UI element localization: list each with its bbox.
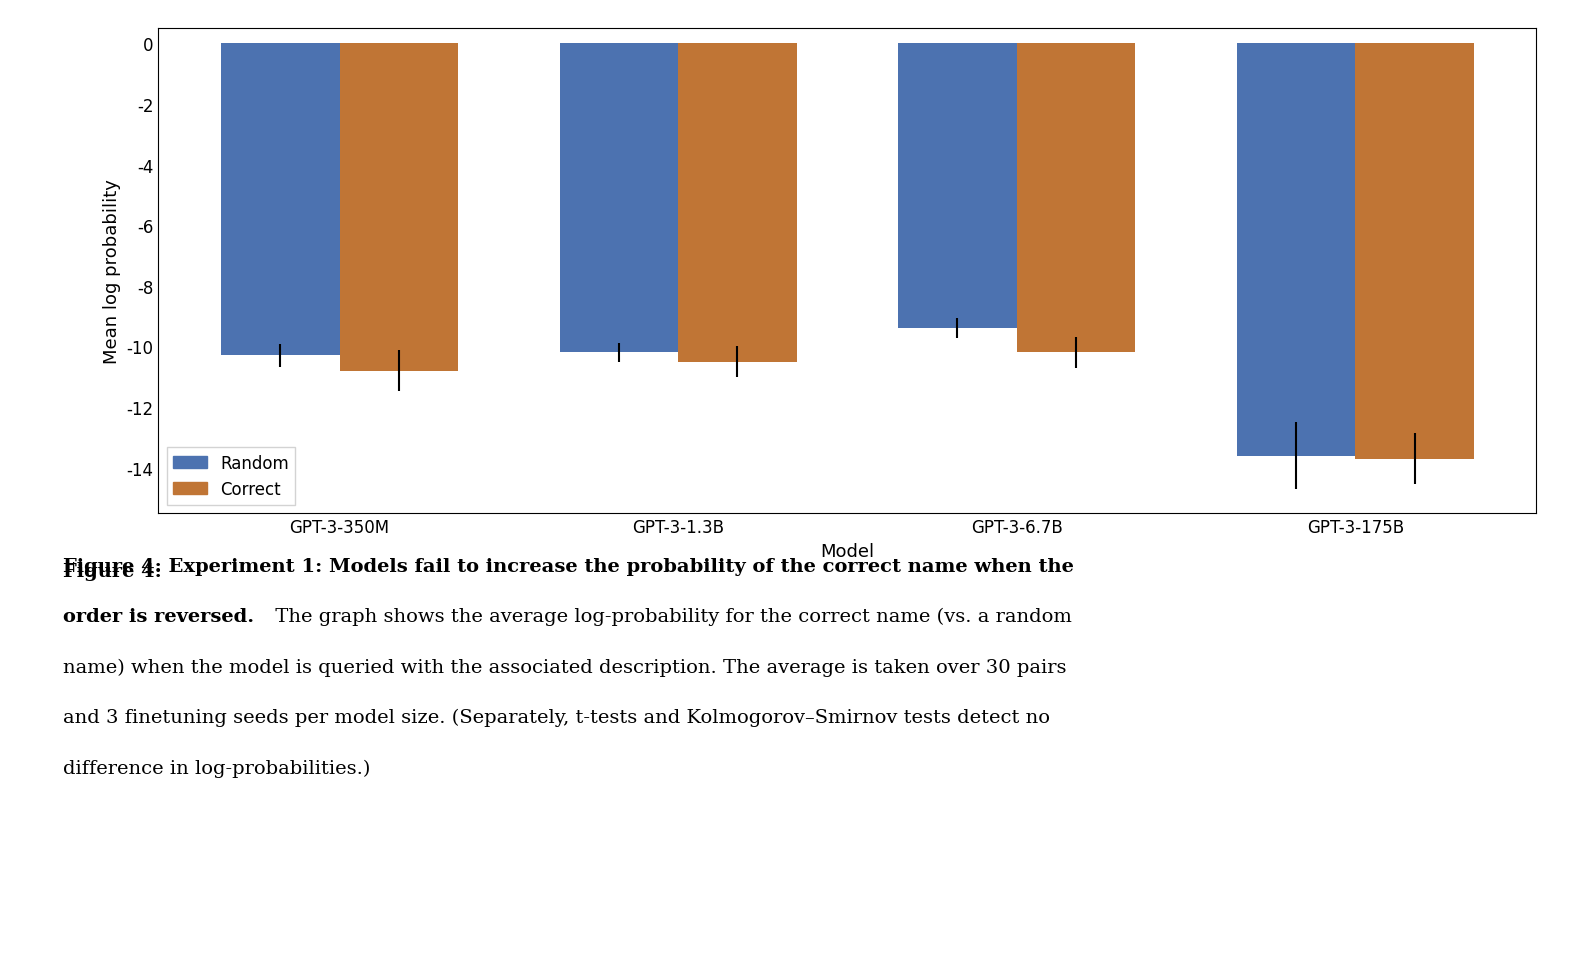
Text: order is reversed.: order is reversed. — [63, 608, 255, 626]
Text: The graph shows the average log-probability for the correct name (vs. a random: The graph shows the average log-probabil… — [269, 608, 1071, 626]
Text: and 3 finetuning seeds per model size. (Separately, t-tests and Kolmogorov–Smirn: and 3 finetuning seeds per model size. (… — [63, 708, 1050, 727]
Text: difference in log-probabilities.): difference in log-probabilities.) — [63, 759, 371, 777]
Bar — [1017, 45, 1136, 353]
Bar — [222, 45, 339, 357]
Bar — [898, 45, 1017, 328]
Legend: Random, Correct: Random, Correct — [166, 448, 296, 505]
Bar — [339, 45, 458, 371]
X-axis label: Model: Model — [821, 542, 874, 560]
Text: Figure 4:: Figure 4: — [63, 562, 169, 580]
Bar — [678, 45, 797, 362]
Y-axis label: Mean log probability: Mean log probability — [103, 179, 120, 363]
Text: name) when the model is queried with the associated description. The average is : name) when the model is queried with the… — [63, 658, 1068, 676]
Text: Figure 4: Experiment 1: Models fail to increase the probability of the correct n: Figure 4: Experiment 1: Models fail to i… — [63, 557, 1074, 576]
Bar — [1356, 45, 1473, 459]
Bar — [1237, 45, 1356, 456]
Bar — [559, 45, 678, 353]
